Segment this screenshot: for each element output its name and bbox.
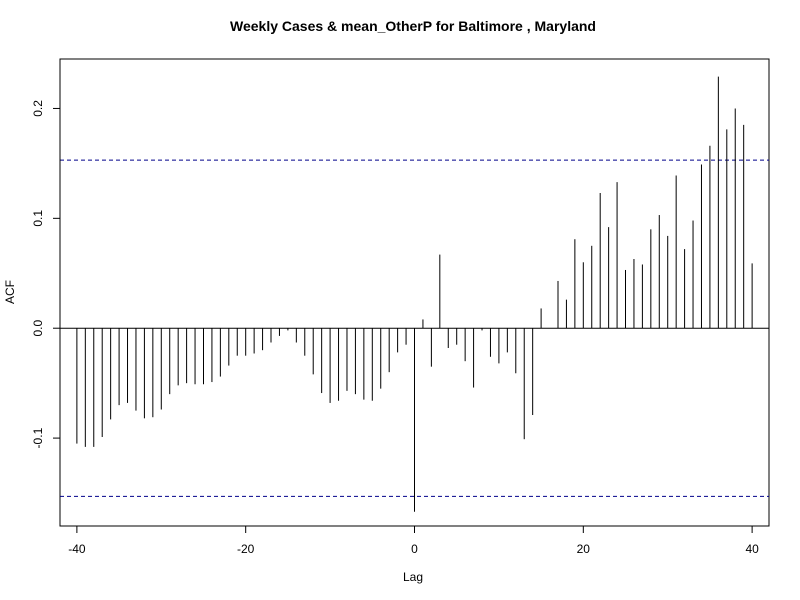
y-tick-label: 0.1 bbox=[31, 210, 45, 227]
x-axis: -40 -20 0 20 40 bbox=[68, 525, 759, 556]
y-axis-label: ACF bbox=[3, 280, 17, 304]
x-tick-label: 20 bbox=[577, 542, 591, 556]
x-tick-label: -20 bbox=[237, 542, 255, 556]
acf-bars bbox=[76, 76, 753, 512]
chart-title: Weekly Cases & mean_OtherP for Baltimore… bbox=[230, 18, 596, 34]
y-tick-label: 0.2 bbox=[31, 100, 45, 117]
y-tick-label: -0.1 bbox=[31, 427, 45, 448]
x-axis-label: Lag bbox=[403, 570, 423, 584]
confidence-bands bbox=[60, 159, 769, 497]
x-tick-label: 0 bbox=[411, 542, 418, 556]
y-tick-label: 0.0 bbox=[31, 320, 45, 337]
x-tick-label: 40 bbox=[745, 542, 759, 556]
y-axis: -0.1 0.0 0.1 0.2 bbox=[31, 100, 61, 448]
x-tick-label: -40 bbox=[68, 542, 86, 556]
